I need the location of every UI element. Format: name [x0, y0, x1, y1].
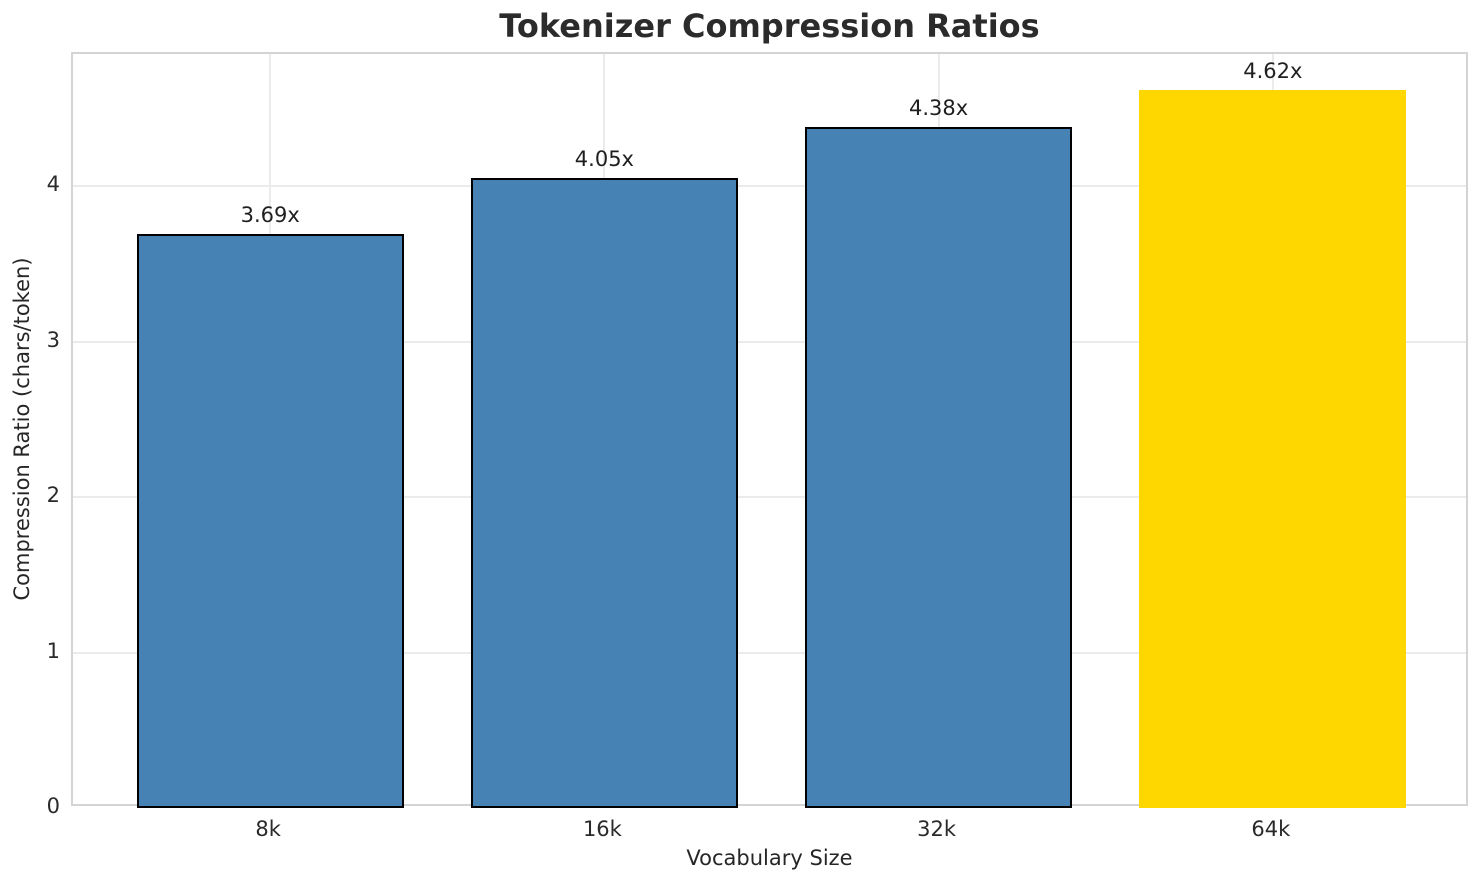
gridline-horizontal: [73, 185, 1466, 188]
gridline-horizontal: [73, 651, 1466, 654]
bar: [804, 127, 1073, 808]
gridline-horizontal: [73, 496, 1466, 499]
bar: [1139, 89, 1407, 808]
x-tick-label: 8k: [255, 817, 281, 841]
bar: [470, 178, 739, 808]
bar-value-label: 4.38x: [909, 96, 969, 121]
x-tick-label: 32k: [917, 817, 957, 841]
x-axis-label: Vocabulary Size: [686, 846, 853, 870]
y-tick-label: 0: [46, 794, 60, 818]
x-tick-label: 16k: [582, 817, 622, 841]
plot-area: 3.69x 4.05x 4.38x 4.62x: [71, 52, 1468, 808]
y-tick-label: 4: [46, 172, 60, 197]
y-tick-label: 1: [46, 638, 60, 663]
gridline-horizontal: [73, 340, 1466, 343]
bar: [136, 234, 404, 808]
bar-value-label: 3.69x: [240, 203, 300, 228]
y-axis-label: Compression Ratio (chars/token): [10, 257, 34, 601]
bar-value-label: 4.05x: [574, 147, 634, 172]
bar-value-label: 4.62x: [1243, 58, 1303, 83]
y-tick-label: 2: [46, 483, 60, 508]
x-tick-label: 64k: [1251, 817, 1291, 841]
chart-title: Tokenizer Compression Ratios: [499, 7, 1040, 45]
y-tick-label: 3: [46, 327, 60, 352]
